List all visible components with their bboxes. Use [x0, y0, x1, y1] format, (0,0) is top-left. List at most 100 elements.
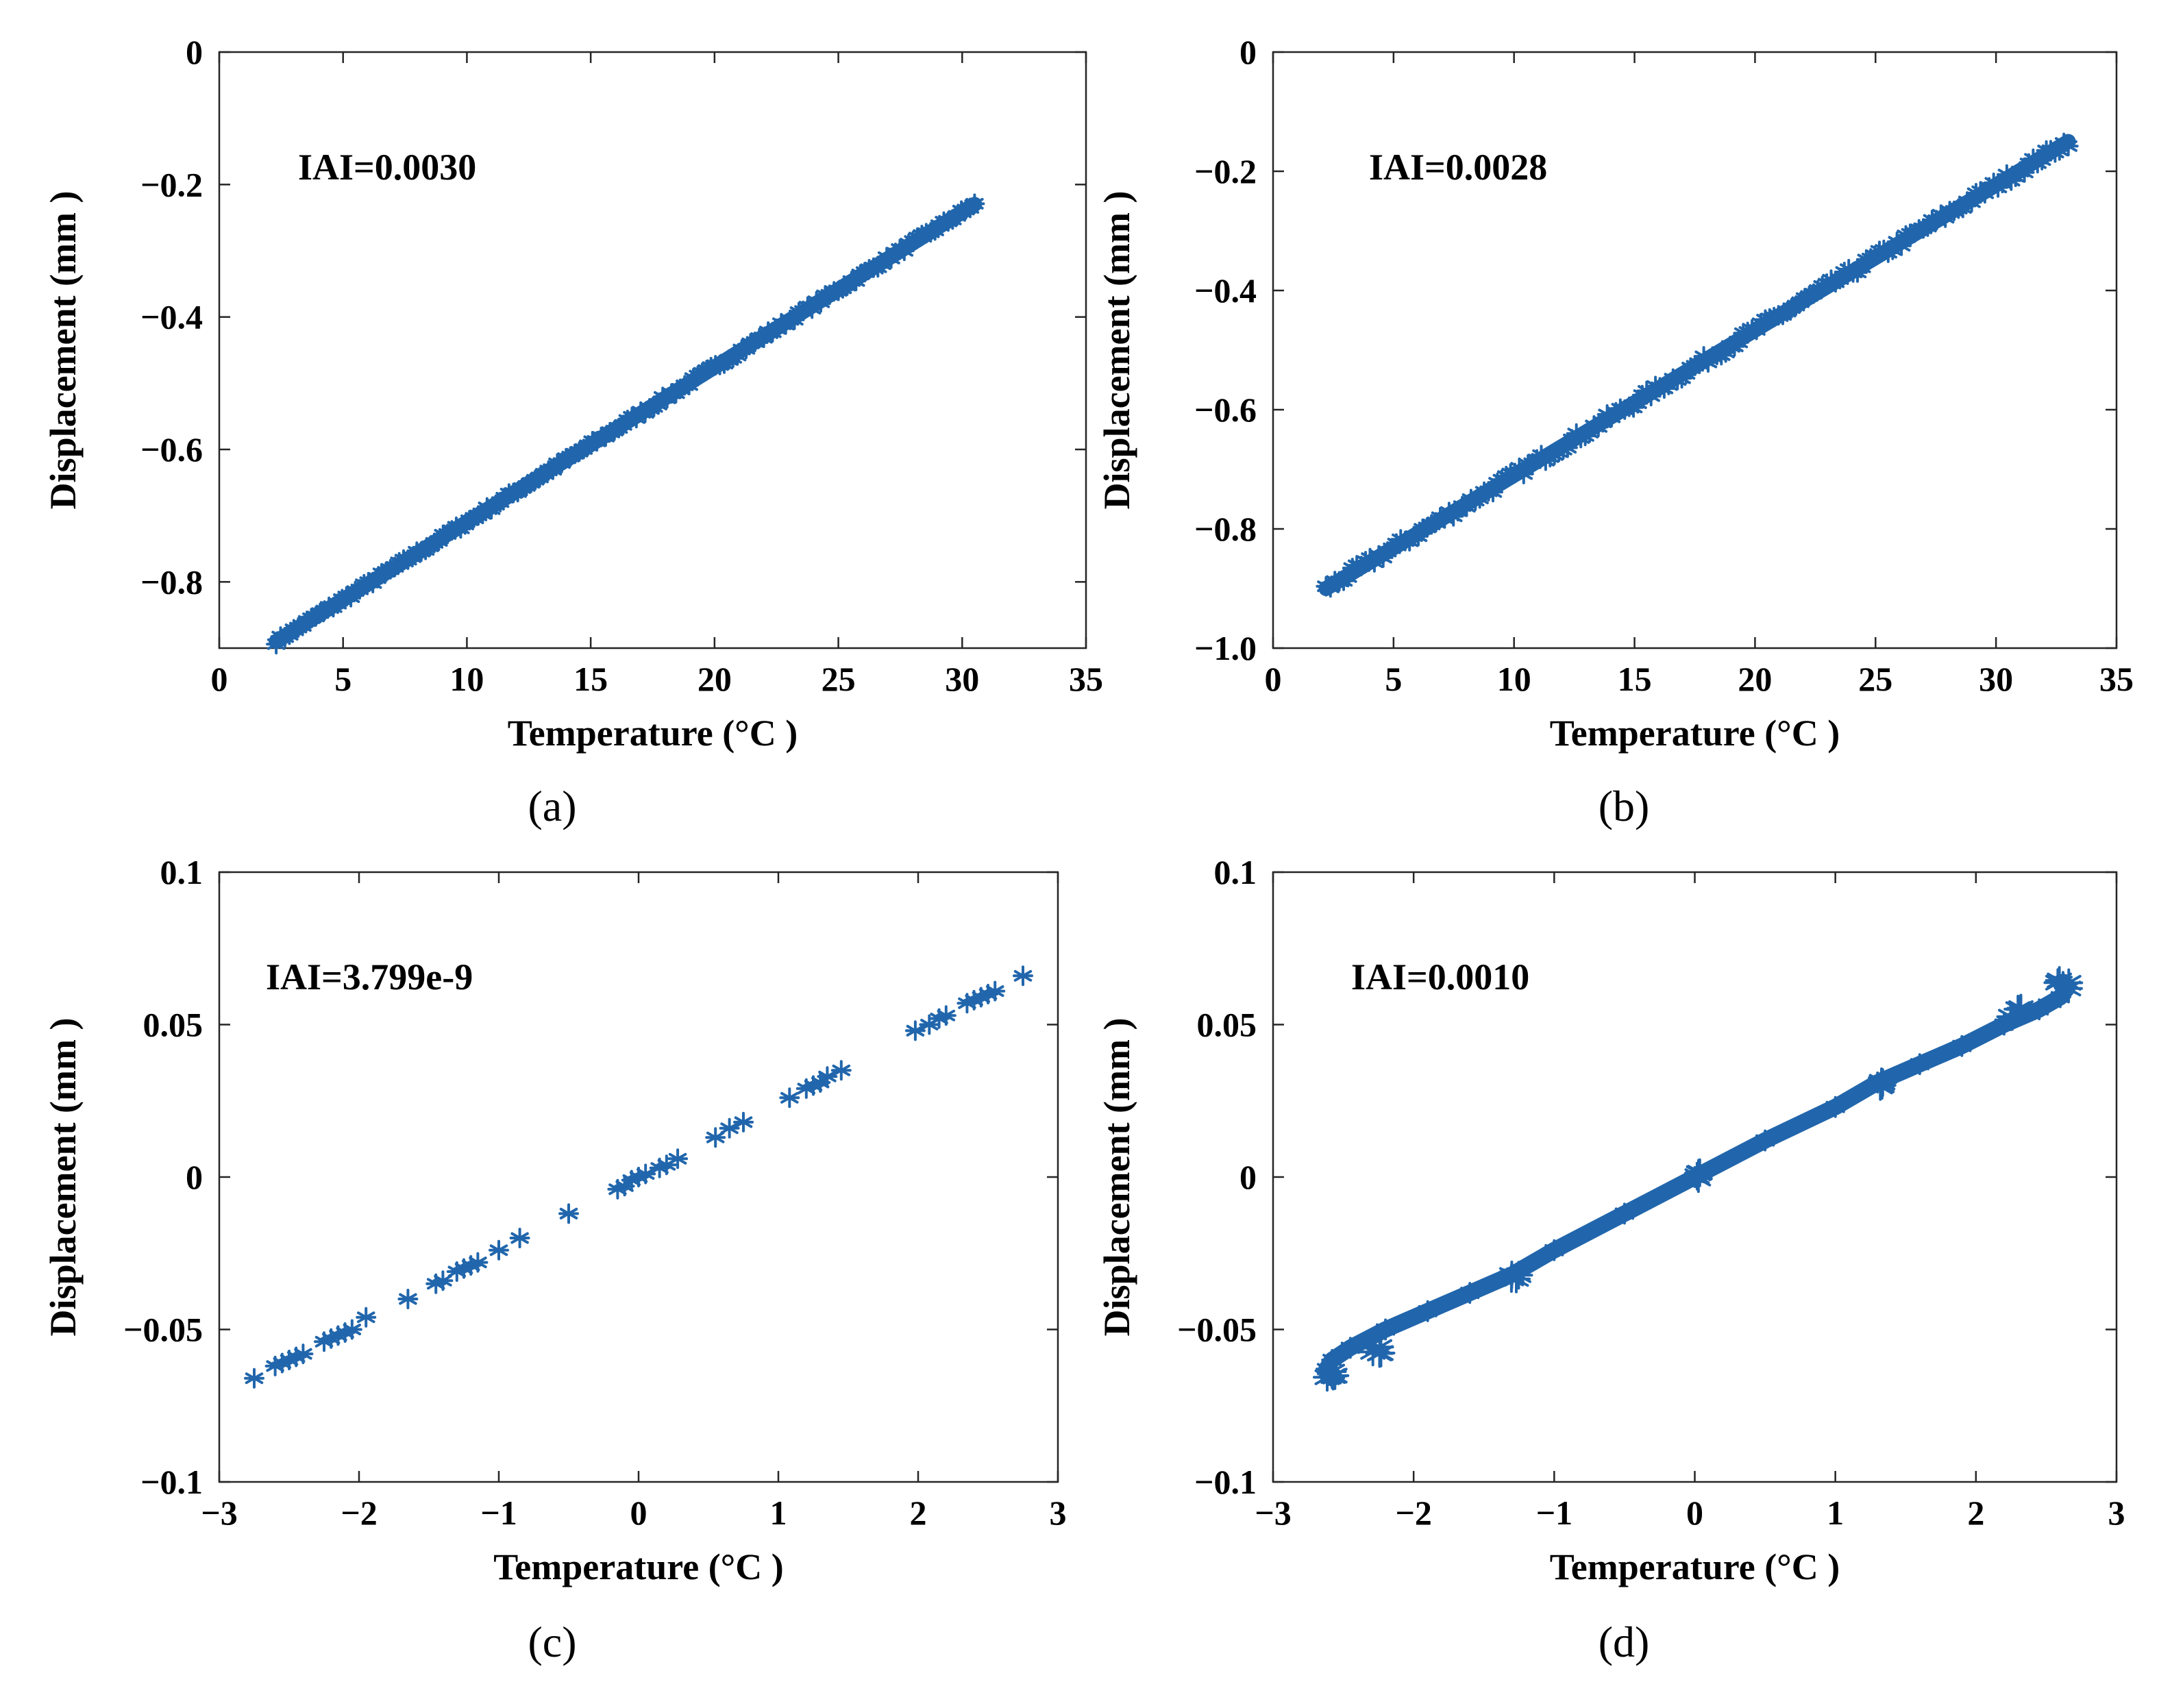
data-point — [1917, 216, 1938, 237]
marker-stroke — [1339, 1337, 1361, 1359]
y-tick-label: −0.2 — [140, 165, 203, 203]
data-cluster — [1682, 1158, 1714, 1193]
marker-stroke — [1385, 533, 1407, 554]
data-point — [1381, 538, 1403, 559]
data-point — [1996, 164, 2017, 185]
marker-stroke — [872, 253, 893, 275]
marker-stroke — [551, 452, 572, 473]
data-point — [1988, 177, 2009, 198]
y-tick-label: 0.05 — [1197, 1006, 1257, 1044]
x-tick-label: 0 — [630, 1494, 647, 1532]
marker-stroke — [1469, 488, 1490, 509]
marker-stroke — [1684, 1159, 1713, 1188]
x-tick-label: −1 — [480, 1494, 517, 1532]
data-point — [1908, 1053, 1931, 1076]
data-point — [1416, 1300, 1439, 1322]
marker-stroke — [1337, 567, 1359, 588]
data-point — [2049, 986, 2071, 1008]
y-tick-label: −0.4 — [1194, 271, 1257, 310]
data-point — [817, 1066, 838, 1087]
data-point — [810, 1072, 831, 1093]
data-point — [1359, 547, 1381, 569]
marker-stroke — [1013, 965, 1033, 987]
marker-stroke — [1698, 352, 1718, 373]
marker-stroke — [327, 593, 348, 615]
data-point — [872, 253, 893, 275]
chart-panel-b: 0 5 10 15 20 25 30 35 0 −0.2 −0.4 −0.6 −0.8 −1.0 Tempe… — [1096, 33, 2134, 830]
marker-stroke — [904, 1020, 926, 1041]
data-point — [946, 206, 967, 227]
data-point — [924, 220, 946, 241]
marker-stroke — [2058, 136, 2079, 157]
marker-stroke — [1543, 1239, 1566, 1261]
marker-stroke — [1917, 216, 1938, 237]
marker-stroke — [2054, 968, 2084, 998]
marker-stroke — [595, 426, 616, 447]
data-cluster — [1866, 1067, 1897, 1101]
marker-stroke — [2014, 162, 2035, 183]
marker-stroke — [736, 338, 756, 360]
y-tick-label: 0.1 — [160, 853, 203, 891]
marker-stroke — [1996, 1002, 2025, 1031]
data-point — [1372, 547, 1394, 568]
marker-stroke — [665, 382, 687, 404]
marker-stroke — [647, 394, 669, 415]
data-point — [1588, 417, 1609, 438]
marker-stroke — [1866, 1072, 1895, 1101]
marker-stroke — [924, 220, 946, 241]
marker-stroke — [719, 1117, 740, 1139]
data-point — [1469, 488, 1490, 509]
data-point — [1627, 393, 1649, 414]
marker-stroke — [1951, 1035, 1973, 1057]
data-point — [2006, 993, 2036, 1023]
y-tick-label: 0.1 — [1214, 853, 1257, 891]
data-point — [1640, 386, 1662, 407]
data-point — [1952, 197, 1973, 219]
y-axis-label: Displacement (mm ) — [42, 191, 84, 510]
data-series — [244, 965, 1033, 1389]
panel-label: (d) — [1599, 1618, 1650, 1666]
data-point — [1847, 262, 1868, 283]
iai-annotation: IAI=0.0028 — [1369, 147, 1547, 188]
data-point — [935, 1005, 957, 1026]
x-tick-label: 35 — [2099, 660, 2134, 698]
data-point — [1891, 235, 1912, 256]
data-point — [613, 414, 634, 436]
data-point — [964, 193, 985, 214]
y-tick-label: 0 — [1239, 1158, 1257, 1196]
data-point — [2045, 966, 2074, 995]
data-point — [1408, 525, 1429, 547]
x-tick-label: 5 — [334, 660, 351, 698]
x-tick-label: 0 — [211, 660, 228, 698]
x-tick-label: 2 — [1967, 1494, 1984, 1532]
marker-stroke — [341, 1319, 362, 1340]
x-tick-label: 20 — [698, 660, 732, 698]
marker-stroke — [1318, 1357, 1347, 1386]
marker-stroke — [935, 1005, 957, 1026]
iai-annotation: IAI=3.799e-9 — [266, 956, 473, 998]
marker-stroke — [1434, 508, 1455, 529]
y-axis-label: Displacement (mm ) — [1096, 1018, 1137, 1337]
data-point — [830, 1060, 852, 1081]
data-point — [880, 248, 902, 269]
data-point — [509, 1228, 530, 1248]
data-cluster — [1496, 1261, 1533, 1294]
marker-stroke — [1459, 1282, 1481, 1304]
marker-stroke — [1824, 1096, 1847, 1118]
data-point — [1864, 245, 1886, 267]
data-point — [635, 1163, 656, 1185]
marker-stroke — [1851, 257, 1873, 278]
data-point — [341, 586, 362, 608]
data-point — [2014, 162, 2035, 183]
data-point — [266, 634, 287, 655]
data-point — [327, 593, 348, 615]
marker-stroke — [341, 586, 362, 608]
marker-stroke — [919, 1014, 940, 1035]
data-point — [719, 1117, 740, 1139]
marker-stroke — [1676, 363, 1696, 384]
x-tick-label: −2 — [1395, 1494, 1432, 1532]
panel-label: (c) — [528, 1618, 576, 1666]
x-tick-label: 3 — [2108, 1494, 2125, 1532]
data-point — [2028, 998, 2051, 1021]
data-point — [1385, 533, 1407, 554]
